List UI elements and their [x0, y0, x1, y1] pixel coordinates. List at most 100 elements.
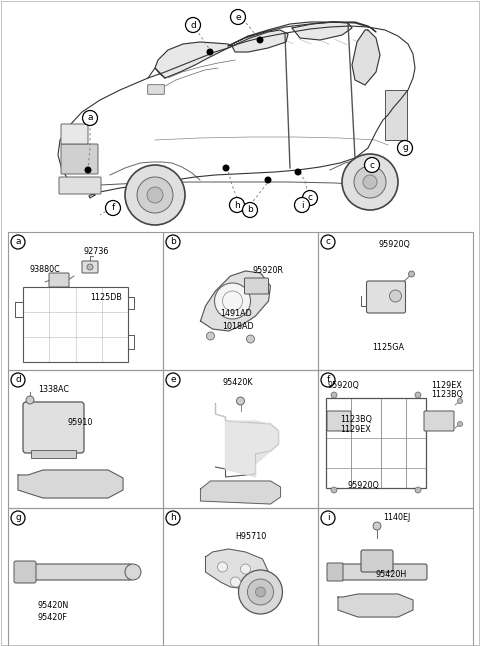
Text: 95920Q: 95920Q	[328, 381, 360, 390]
Circle shape	[11, 511, 25, 525]
Text: 95920Q: 95920Q	[348, 481, 380, 490]
Bar	[318, 508, 473, 646]
Circle shape	[321, 511, 335, 525]
Text: c: c	[308, 194, 312, 202]
Text: e: e	[235, 12, 241, 21]
Text: 95420N: 95420N	[38, 601, 69, 610]
Circle shape	[166, 373, 180, 387]
Circle shape	[223, 165, 229, 171]
Circle shape	[206, 48, 214, 56]
Circle shape	[457, 399, 463, 404]
Bar	[8, 508, 163, 646]
Polygon shape	[201, 271, 271, 331]
Polygon shape	[338, 594, 413, 617]
Polygon shape	[216, 404, 278, 477]
FancyBboxPatch shape	[59, 177, 101, 194]
FancyBboxPatch shape	[328, 564, 427, 580]
Circle shape	[11, 373, 25, 387]
Circle shape	[256, 37, 264, 43]
Circle shape	[125, 165, 185, 225]
Circle shape	[248, 579, 274, 605]
Circle shape	[83, 110, 97, 125]
Circle shape	[230, 10, 245, 25]
Bar	[163, 370, 318, 508]
Text: 92736: 92736	[83, 247, 108, 256]
FancyBboxPatch shape	[14, 561, 36, 583]
Bar	[163, 508, 318, 646]
Circle shape	[240, 564, 251, 574]
FancyBboxPatch shape	[361, 550, 393, 572]
FancyBboxPatch shape	[61, 124, 88, 144]
Circle shape	[125, 564, 141, 580]
Polygon shape	[155, 42, 232, 78]
Circle shape	[87, 264, 93, 270]
Text: 1491AD: 1491AD	[220, 309, 252, 318]
Circle shape	[321, 373, 335, 387]
Text: 95420K: 95420K	[223, 378, 253, 387]
Circle shape	[255, 587, 265, 597]
Text: 1129EX: 1129EX	[431, 381, 462, 390]
Text: f: f	[326, 375, 330, 384]
Circle shape	[166, 235, 180, 249]
Polygon shape	[228, 22, 376, 46]
FancyBboxPatch shape	[327, 411, 351, 431]
Text: 95420F: 95420F	[38, 613, 68, 622]
Bar	[318, 370, 473, 508]
Text: 1123BQ: 1123BQ	[431, 390, 463, 399]
Text: e: e	[170, 375, 176, 384]
Circle shape	[242, 202, 257, 218]
Circle shape	[415, 487, 421, 493]
Text: b: b	[247, 205, 253, 214]
Circle shape	[321, 235, 335, 249]
FancyBboxPatch shape	[17, 564, 133, 580]
Text: h: h	[170, 514, 176, 523]
Text: 1125DB: 1125DB	[90, 293, 122, 302]
FancyBboxPatch shape	[327, 563, 343, 581]
Circle shape	[247, 335, 254, 343]
FancyBboxPatch shape	[424, 411, 454, 431]
FancyBboxPatch shape	[49, 273, 69, 287]
Text: H95710: H95710	[236, 532, 267, 541]
Circle shape	[206, 332, 215, 340]
Text: d: d	[15, 375, 21, 384]
Circle shape	[415, 392, 421, 398]
Circle shape	[106, 200, 120, 216]
Circle shape	[264, 176, 272, 183]
Circle shape	[185, 17, 201, 32]
FancyBboxPatch shape	[244, 278, 268, 294]
Text: d: d	[190, 21, 196, 30]
Circle shape	[397, 140, 412, 156]
Bar	[8, 370, 163, 508]
Text: a: a	[15, 238, 21, 247]
Text: c: c	[370, 160, 374, 169]
Circle shape	[84, 167, 92, 174]
Bar	[163, 232, 318, 370]
Circle shape	[215, 283, 251, 319]
Text: 1123BQ: 1123BQ	[340, 415, 372, 424]
Circle shape	[11, 235, 25, 249]
Polygon shape	[292, 22, 352, 40]
Circle shape	[229, 198, 244, 213]
Circle shape	[364, 158, 380, 172]
Polygon shape	[205, 549, 268, 589]
Circle shape	[302, 191, 317, 205]
Text: 95920Q: 95920Q	[379, 240, 410, 249]
Circle shape	[331, 392, 337, 398]
Polygon shape	[201, 481, 280, 504]
Bar	[8, 232, 163, 370]
Circle shape	[331, 487, 337, 493]
Circle shape	[363, 175, 377, 189]
Polygon shape	[352, 30, 380, 85]
Text: 95920R: 95920R	[252, 266, 284, 275]
Bar	[23, 287, 128, 362]
FancyBboxPatch shape	[367, 281, 406, 313]
Circle shape	[137, 177, 173, 213]
Circle shape	[354, 166, 386, 198]
Text: 1018AD: 1018AD	[223, 322, 254, 331]
Text: 95910: 95910	[68, 418, 94, 427]
Circle shape	[147, 187, 163, 203]
Text: 95420H: 95420H	[376, 570, 407, 579]
Text: c: c	[325, 238, 331, 247]
Bar	[385, 90, 407, 140]
Text: g: g	[402, 143, 408, 152]
